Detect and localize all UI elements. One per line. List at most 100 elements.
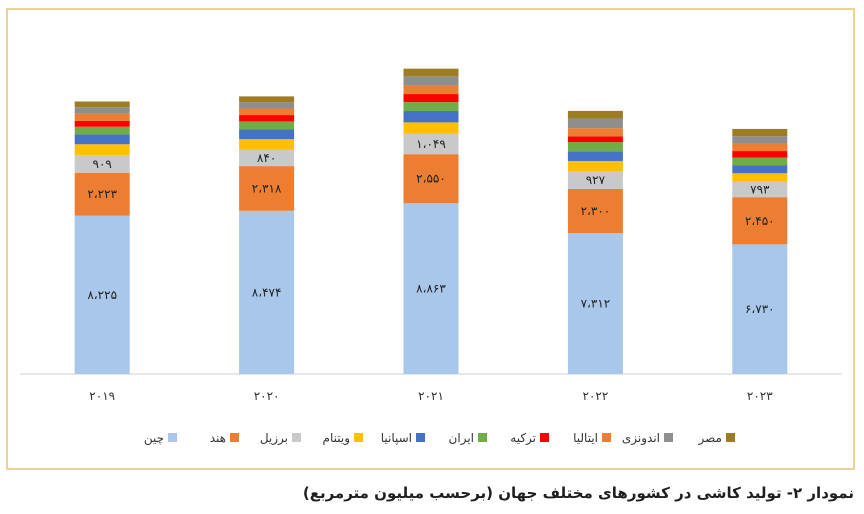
data-label: ۸،۲۲۵ bbox=[87, 288, 117, 302]
bar-segment-5-4 bbox=[567, 151, 623, 161]
legend-item: چین bbox=[144, 431, 177, 446]
bar-segment-1-1 bbox=[74, 215, 130, 374]
bar-segment-3-1 bbox=[74, 155, 130, 173]
bar-segment-1-4 bbox=[567, 233, 623, 374]
legend-swatch bbox=[230, 433, 239, 442]
bar-segment-2-2 bbox=[239, 166, 295, 211]
legend-swatch bbox=[602, 433, 611, 442]
bar-segment-1-3 bbox=[403, 203, 459, 374]
bar-segment-8-3 bbox=[403, 85, 459, 95]
legend-item: ایتالیا bbox=[573, 431, 611, 445]
legend-item: مصر bbox=[698, 431, 735, 446]
data-label: ۸۴۰ bbox=[257, 151, 276, 165]
x-tick-label: ۲۰۲۳ bbox=[747, 389, 773, 403]
bar-segment-9-3 bbox=[403, 76, 459, 86]
data-label: ۶،۷۳۰ bbox=[745, 302, 775, 316]
x-tick-label: ۲۰۲۲ bbox=[583, 389, 609, 403]
data-label: ۲،۴۵۰ bbox=[745, 214, 775, 228]
legend-item: اندونزی bbox=[622, 431, 673, 446]
legend-label: مصر bbox=[698, 431, 722, 446]
legend-swatch bbox=[416, 433, 425, 442]
x-tick-label: ۲۰۲۰ bbox=[254, 389, 280, 403]
bar-segment-10-3 bbox=[403, 68, 459, 77]
stacked-bar-chart: ۸،۲۲۵ ۲،۲۲۳ ۹۰۹ ۲۰۱۹ ۸،۴۷۴ ۲،۳۱۸ ۸۴۰ ۲۰۲۰ ۸،۸۶۳ ۲… bbox=[20, 68, 842, 446]
bar-segment-2-5 bbox=[732, 197, 788, 245]
x-tick-label: ۲۰۱۹ bbox=[89, 389, 115, 403]
bar-segment-4-1 bbox=[74, 144, 130, 156]
data-label: ۹۲۷ bbox=[586, 173, 606, 187]
bar-segment-4-4 bbox=[567, 160, 623, 171]
data-label: ۸،۴۷۴ bbox=[252, 285, 282, 299]
data-label: ۷۹۳ bbox=[750, 183, 770, 197]
data-label: ۱،۰۴۹ bbox=[416, 137, 446, 151]
legend-swatch bbox=[478, 433, 487, 442]
bar-segment-8-5 bbox=[732, 143, 788, 152]
bar-segment-8-2 bbox=[239, 108, 295, 116]
bar-segment-3-5 bbox=[732, 181, 788, 198]
legend-swatch bbox=[726, 433, 735, 442]
bar-segment-10-1 bbox=[74, 101, 130, 108]
legend-label: ویتنام bbox=[323, 431, 350, 446]
legend-label: برزیل bbox=[260, 431, 288, 446]
legend-label: ایران bbox=[449, 431, 474, 446]
data-label: ۸،۸۶۳ bbox=[416, 282, 446, 296]
legend-label: اسپانیا bbox=[381, 431, 412, 445]
bar-segment-7-5 bbox=[732, 151, 788, 158]
legend-label: هند bbox=[210, 431, 226, 445]
bar-segment-6-3 bbox=[403, 102, 459, 112]
bar-segment-7-1 bbox=[74, 120, 130, 127]
legend-item: هند bbox=[210, 431, 239, 445]
legend-item: اسپانیا bbox=[381, 431, 425, 445]
bar-segment-6-5 bbox=[732, 157, 788, 166]
bar-segment-4-5 bbox=[732, 173, 788, 182]
legend-swatch bbox=[168, 433, 177, 442]
bar-segment-9-5 bbox=[732, 136, 788, 144]
bar-segment-10-4 bbox=[567, 110, 623, 119]
bar-segment-2-4 bbox=[567, 188, 623, 234]
data-label: ۹۰۹ bbox=[93, 157, 112, 171]
bar-segment-5-5 bbox=[732, 165, 788, 174]
bar-segment-9-2 bbox=[239, 102, 295, 109]
bar-segment-7-2 bbox=[239, 115, 295, 122]
legend-swatch bbox=[540, 433, 549, 442]
data-label: ۲،۵۵۰ bbox=[416, 172, 446, 186]
x-tick-label: ۲۰۲۱ bbox=[418, 389, 444, 403]
bar-segment-2-1 bbox=[74, 172, 130, 216]
bar-segment-10-5 bbox=[732, 128, 788, 137]
legend-item: ترکیه bbox=[510, 431, 549, 446]
data-label: ۲،۲۲۳ bbox=[87, 187, 117, 201]
legend-item: ویتنام bbox=[323, 431, 363, 446]
legend-label: ایتالیا bbox=[573, 431, 598, 445]
bar-segment-3-3 bbox=[403, 133, 459, 155]
legend-swatch bbox=[354, 433, 363, 442]
bar-segment-7-4 bbox=[567, 136, 623, 143]
data-label: ۷،۳۱۲ bbox=[581, 297, 611, 311]
legend-label: اندونزی bbox=[622, 431, 660, 446]
bar-segment-6-1 bbox=[74, 126, 130, 135]
bar-segment-8-4 bbox=[567, 128, 623, 137]
bar-segment-5-1 bbox=[74, 134, 130, 145]
bar-segment-1-2 bbox=[239, 210, 295, 374]
bar-segment-4-3 bbox=[403, 122, 459, 134]
bar-segment-1-5 bbox=[732, 244, 788, 374]
bar-segment-3-2 bbox=[239, 149, 295, 167]
data-label: ۲،۳۱۸ bbox=[252, 181, 282, 195]
bar-segment-9-4 bbox=[567, 118, 623, 129]
legend-item: ایران bbox=[449, 431, 487, 446]
legend-label: چین bbox=[144, 431, 164, 446]
bar-segment-2-3 bbox=[403, 154, 459, 204]
legend-label: ترکیه bbox=[510, 431, 536, 446]
bar-segment-10-2 bbox=[239, 96, 295, 103]
bar-segment-5-3 bbox=[403, 111, 459, 123]
bar-segment-5-2 bbox=[239, 129, 295, 140]
legend-item: برزیل bbox=[260, 431, 301, 446]
bar-segment-7-3 bbox=[403, 94, 459, 103]
bar-segment-6-4 bbox=[567, 142, 623, 152]
legend-swatch bbox=[292, 433, 301, 442]
bar-segment-3-4 bbox=[567, 170, 623, 189]
figure-caption: نمودار ۲- تولید کاشی در کشورهای مختلف جه… bbox=[302, 484, 854, 502]
legend-swatch bbox=[664, 433, 673, 442]
bar-segment-9-1 bbox=[74, 107, 130, 114]
data-label: ۲،۳۰۰ bbox=[581, 204, 611, 218]
bar-segment-4-2 bbox=[239, 139, 295, 150]
